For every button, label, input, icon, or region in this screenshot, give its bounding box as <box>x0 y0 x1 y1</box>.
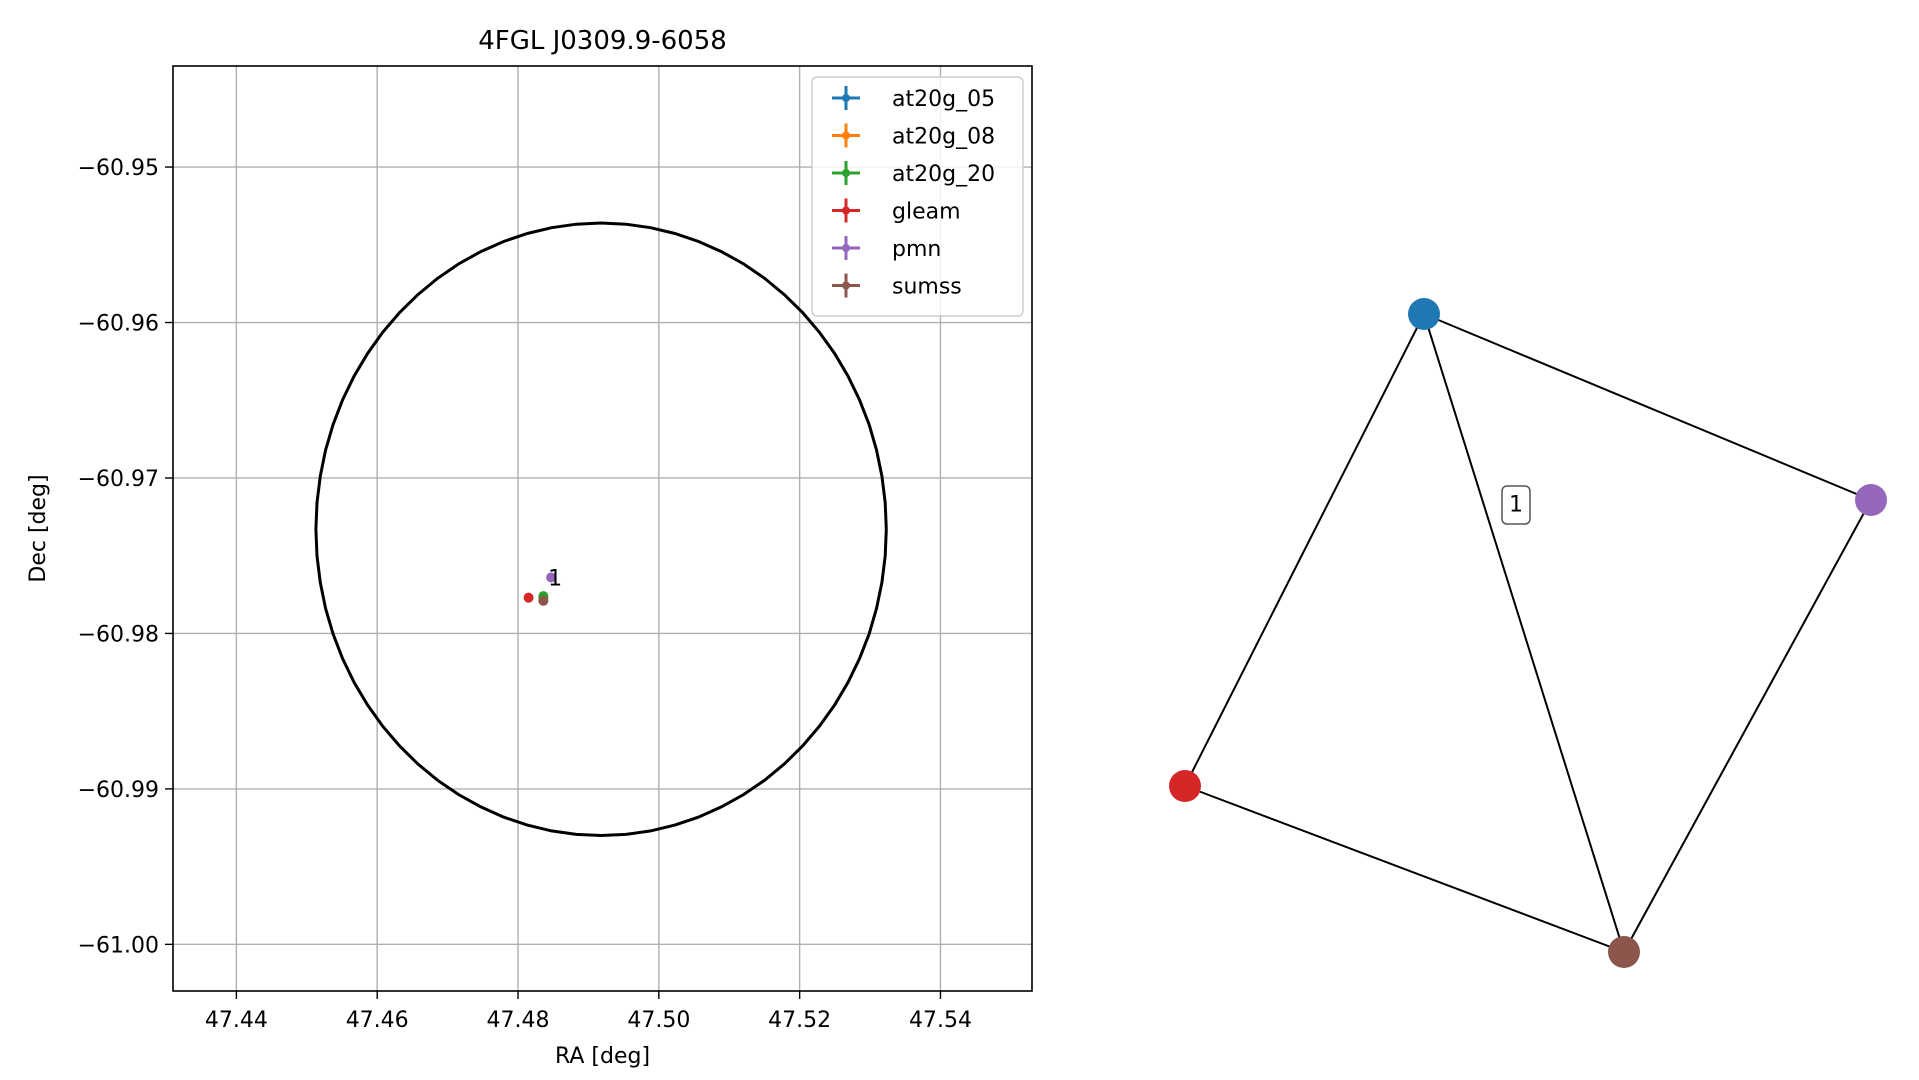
cluster-label-text: 1 <box>1509 493 1523 518</box>
legend-marker-at20g_20 <box>842 169 850 177</box>
legend-label-sumss: sumss <box>892 275 962 300</box>
y-tick-label: −60.95 <box>78 156 159 181</box>
edge-gleam-sumss <box>1184 785 1625 953</box>
node-gleam <box>1169 770 1201 802</box>
cluster-label-box <box>1501 485 1531 525</box>
network-panel: 1 <box>1169 298 1887 968</box>
y-tick-label: −61.00 <box>78 933 159 958</box>
x-axis-label: RA [deg] <box>555 1044 650 1069</box>
edge-at20g-gleam <box>1184 313 1425 787</box>
y-tick-label: −60.99 <box>78 778 159 803</box>
legend-marker-gleam <box>842 206 850 215</box>
data-points: 1 <box>523 566 562 606</box>
cluster-label: 1 <box>1501 485 1531 525</box>
x-tick-label: 47.46 <box>346 1008 409 1033</box>
y-axis-ticks: −60.95 −60.96 −60.97 −60.98 −60.99 −61.00 <box>78 156 173 958</box>
x-tick-label: 47.54 <box>909 1008 972 1033</box>
chart-title: 4FGL J0309.9-6058 <box>478 26 727 56</box>
plot-frame <box>172 65 1033 992</box>
node-pmn <box>1855 484 1887 516</box>
data-point-sumss <box>538 595 549 606</box>
y-axis-label: Dec [deg] <box>26 474 51 582</box>
node-sumss <box>1608 936 1640 968</box>
scatter-panel: 4FGL J0309.9-6058 47.44 47.46 47.48 47.50 47… <box>26 26 1033 1069</box>
data-point-gleam <box>523 592 534 603</box>
legend-box <box>811 76 1024 317</box>
legend-marker-at20g_08 <box>842 131 850 140</box>
edge-at20g-pmn <box>1423 313 1872 501</box>
legend-label-at20g_05: at20g_05 <box>892 87 995 112</box>
network-nodes <box>1169 298 1887 968</box>
legend-marker-pmn <box>842 244 850 252</box>
legend-label-at20g_08: at20g_08 <box>892 125 995 150</box>
x-tick-label: 47.50 <box>627 1008 690 1033</box>
legend-marker-at20g_05 <box>842 94 850 102</box>
legend-label-pmn: pmn <box>892 237 941 262</box>
y-tick-label: −60.98 <box>78 622 159 647</box>
x-tick-label: 47.44 <box>205 1008 268 1033</box>
localization-ellipse <box>314 221 888 838</box>
node-at20g <box>1408 298 1440 330</box>
y-tick-label: −60.96 <box>78 312 159 337</box>
x-tick-label: 47.52 <box>768 1008 831 1033</box>
legend-label-gleam: gleam <box>892 200 961 225</box>
y-tick-label: −60.97 <box>78 467 159 492</box>
x-axis-ticks: 47.44 47.46 47.48 47.50 47.52 47.54 <box>205 991 972 1033</box>
data-point-pmn <box>546 572 557 583</box>
legend-marker-sumss <box>842 281 850 290</box>
point-annotation: 1 <box>548 566 562 591</box>
edge-at20g-sumss <box>1423 313 1625 953</box>
legend-label-at20g_20: at20g_20 <box>892 162 995 187</box>
x-tick-label: 47.48 <box>487 1008 550 1033</box>
network-edges <box>1184 313 1872 953</box>
edge-pmn-sumss <box>1623 499 1872 953</box>
